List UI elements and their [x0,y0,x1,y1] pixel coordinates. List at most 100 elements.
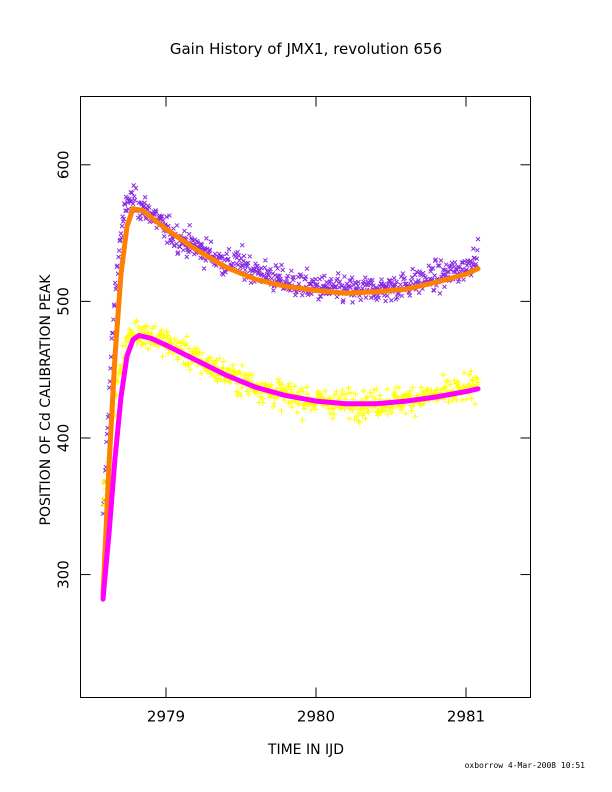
data-point [400,271,406,276]
data-point [303,274,309,279]
data-point [322,387,329,394]
data-point [466,371,473,378]
data-point [174,223,180,228]
data-point [279,262,284,268]
data-point [330,405,337,412]
data-point [362,275,368,280]
data-point [132,197,138,203]
data-point [241,253,247,259]
data-point [358,297,364,303]
data-point [347,284,353,290]
data-point [241,258,246,264]
data-point [216,355,223,362]
data-point [399,293,405,299]
data-point [353,280,359,286]
data-point [245,260,251,266]
data-point [131,194,137,199]
data-point [366,389,373,396]
data-point [301,405,308,412]
fit-curve [100,333,481,602]
data-point [402,275,407,281]
data-point [365,408,372,415]
data-point [119,235,124,240]
data-point [148,330,155,337]
data-point [475,236,481,242]
data-point [348,277,354,283]
data-point [278,407,285,414]
data-point [253,261,258,267]
data-point [364,393,371,400]
data-point [275,266,280,271]
data-point [273,263,279,268]
data-point [327,279,333,284]
data-point [259,395,266,402]
data-point [402,410,409,417]
data-point [169,350,176,357]
data-point [235,249,240,255]
data-point [362,415,369,422]
data-point [119,342,126,349]
data-point [395,384,402,391]
data-point [208,239,214,245]
data-point [263,258,268,263]
data-point [468,395,475,402]
data-point [373,385,380,392]
data-point [360,387,367,394]
data-point [262,265,268,270]
data-point [145,346,152,353]
data-point [361,405,368,412]
data-point [275,375,282,382]
data-point [329,415,336,422]
data-point [284,276,290,281]
data-point [286,383,293,390]
data-point [463,396,470,403]
data-point [409,384,416,391]
data-point [204,368,211,375]
data-point [277,273,283,279]
data-point [164,240,170,245]
data-point [184,361,191,368]
data-point [346,415,353,422]
data-point [151,323,158,330]
data-point [111,317,116,322]
data-point [254,263,260,269]
data-point [221,378,228,385]
data-point [167,213,172,218]
data-point [355,410,362,417]
data-point [407,402,414,409]
data-point [390,405,397,412]
data-point [163,328,170,335]
data-point [238,384,245,391]
data-point [315,282,320,287]
data-point [368,295,374,300]
data-point [109,335,115,341]
data-point [224,251,230,257]
data-point [270,403,277,410]
data-point [343,391,350,398]
data-point [179,338,186,345]
data-point [306,281,312,287]
data-point [474,375,481,382]
data-point [474,256,480,262]
data-point [398,406,405,413]
data-point [349,275,355,280]
data-point [443,262,449,267]
data-point [294,409,301,416]
data-point [258,380,265,387]
data-point [391,389,398,396]
data-point [295,400,302,407]
data-point [333,388,340,395]
tick-labels: 2979 2980 2981 300 400 500 600 [55,150,486,725]
data-point [410,266,416,272]
data-point [417,401,424,408]
data-point [327,410,334,417]
data-point [391,275,397,281]
data-point [378,408,385,415]
data-point [417,402,424,409]
data-point [118,231,124,236]
data-point [398,282,403,287]
data-point [418,384,425,391]
series-layer [100,183,481,602]
data-point [433,257,439,262]
data-point [133,318,140,325]
